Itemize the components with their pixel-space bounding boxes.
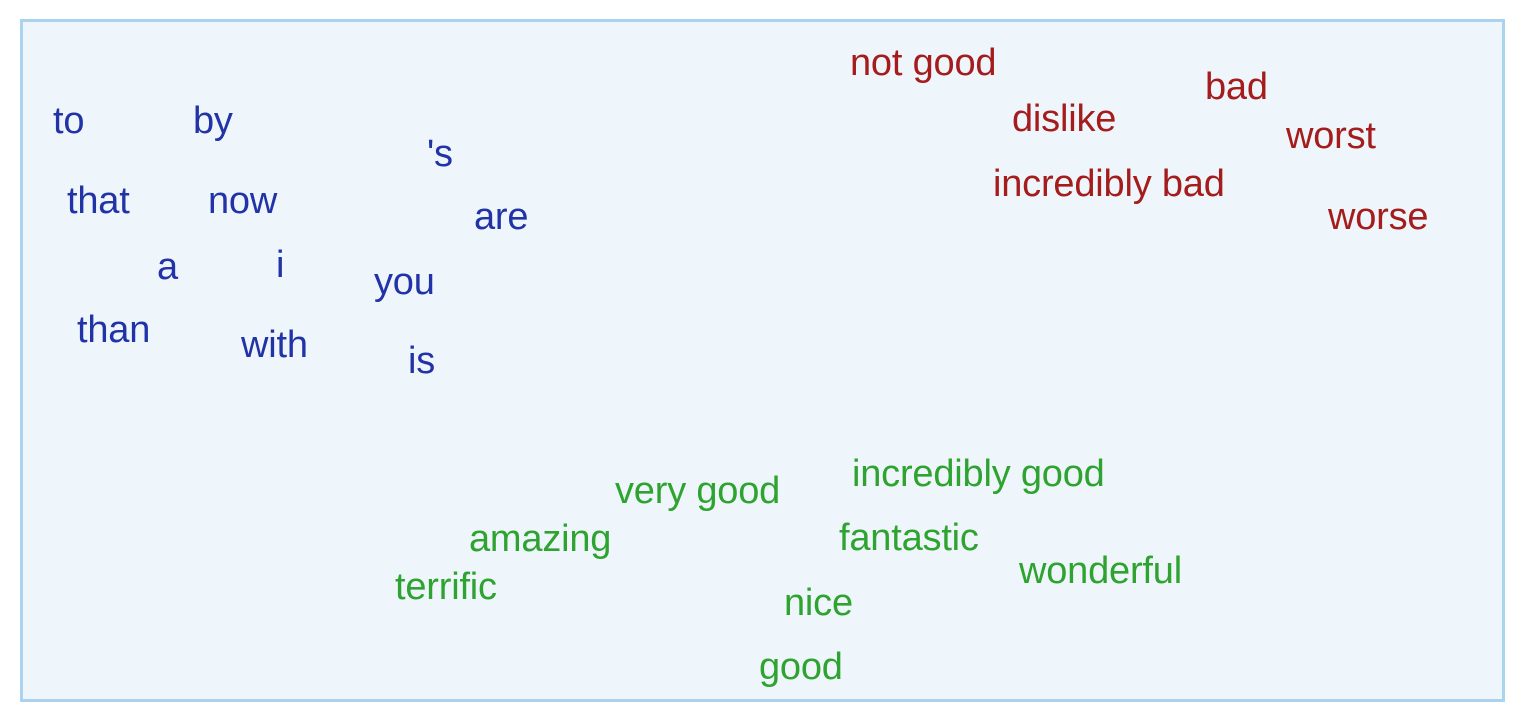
word-with: with: [241, 324, 308, 366]
word-incredibly-bad: incredibly bad: [993, 163, 1225, 205]
word-i: i: [276, 244, 285, 286]
word-very-good: very good: [615, 470, 781, 512]
word-to: to: [53, 100, 85, 142]
word-embedding-plot: to by 's that now are a i you than with …: [20, 19, 1505, 702]
word-wonderful: wonderful: [1019, 550, 1182, 592]
word-that: that: [67, 180, 130, 222]
word-amazing: amazing: [469, 518, 612, 560]
word-nice: nice: [784, 582, 853, 624]
word-incredibly-good: incredibly good: [852, 453, 1105, 495]
word-dislike: dislike: [1012, 98, 1117, 140]
word-terrific: terrific: [395, 566, 497, 608]
word-worst: worst: [1286, 115, 1376, 157]
word-now: now: [208, 180, 278, 222]
word-you: you: [374, 261, 435, 303]
word-than: than: [77, 309, 151, 351]
word-a: a: [157, 246, 178, 288]
word-good: good: [759, 646, 843, 688]
word-is: is: [408, 340, 436, 382]
word-worse: worse: [1328, 196, 1429, 238]
word-are: are: [474, 196, 529, 238]
word-not-good: not good: [850, 42, 997, 84]
word-apostrophe-s: 's: [427, 133, 453, 175]
word-bad: bad: [1205, 66, 1268, 108]
word-by: by: [193, 100, 233, 142]
word-fantastic: fantastic: [839, 517, 979, 559]
